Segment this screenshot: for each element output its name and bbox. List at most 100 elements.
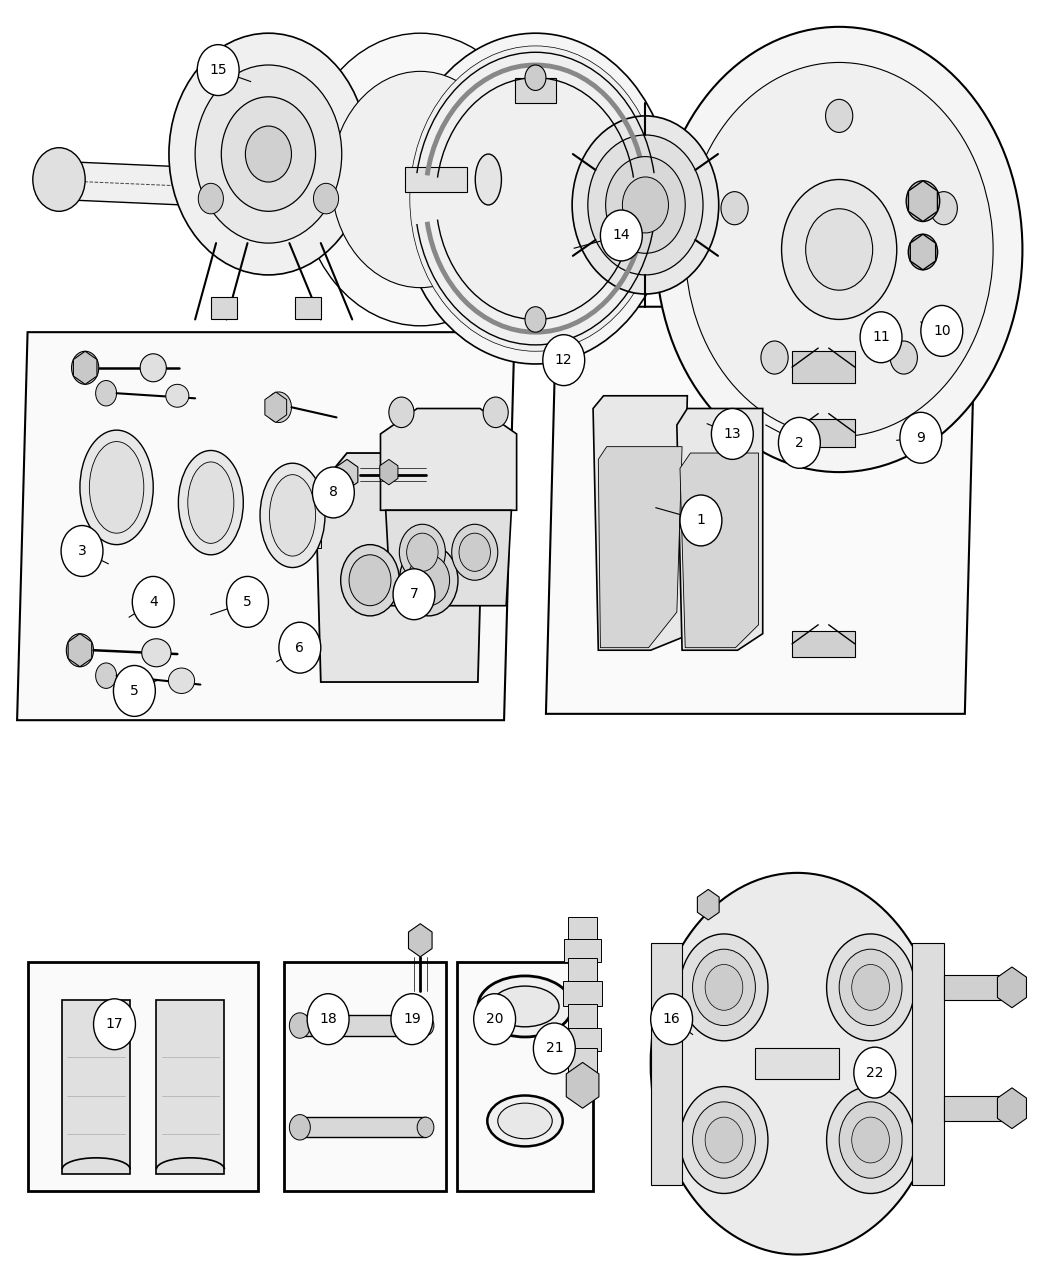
Text: 7: 7 bbox=[410, 588, 418, 602]
Ellipse shape bbox=[142, 639, 171, 667]
Circle shape bbox=[906, 181, 940, 222]
Bar bbox=[211, 297, 237, 320]
Bar bbox=[295, 297, 321, 320]
Circle shape bbox=[930, 191, 958, 224]
Circle shape bbox=[349, 555, 391, 606]
Text: 21: 21 bbox=[546, 1042, 563, 1056]
Ellipse shape bbox=[188, 462, 234, 543]
Circle shape bbox=[198, 184, 224, 214]
Circle shape bbox=[680, 495, 722, 546]
Bar bbox=[651, 942, 682, 1184]
Circle shape bbox=[908, 235, 938, 270]
Bar bbox=[944, 1095, 1012, 1121]
Ellipse shape bbox=[33, 148, 85, 212]
Circle shape bbox=[623, 177, 669, 233]
Circle shape bbox=[693, 1102, 755, 1178]
Text: 22: 22 bbox=[866, 1066, 883, 1080]
Circle shape bbox=[195, 65, 341, 244]
Text: 16: 16 bbox=[663, 1012, 680, 1026]
Text: 3: 3 bbox=[78, 544, 86, 558]
Bar bbox=[300, 1117, 425, 1137]
Circle shape bbox=[71, 351, 99, 384]
Circle shape bbox=[474, 993, 516, 1044]
Bar bbox=[404, 167, 467, 193]
Text: 15: 15 bbox=[209, 62, 227, 76]
Circle shape bbox=[706, 1117, 742, 1163]
Polygon shape bbox=[677, 408, 762, 650]
Circle shape bbox=[314, 184, 338, 214]
Circle shape bbox=[391, 993, 433, 1044]
Bar bbox=[792, 418, 855, 446]
Circle shape bbox=[525, 65, 546, 91]
Circle shape bbox=[399, 524, 445, 580]
Circle shape bbox=[331, 71, 509, 288]
Circle shape bbox=[680, 1086, 768, 1193]
Circle shape bbox=[313, 467, 354, 518]
Circle shape bbox=[227, 576, 269, 627]
Circle shape bbox=[852, 964, 889, 1010]
Ellipse shape bbox=[166, 384, 189, 407]
Bar bbox=[568, 1003, 597, 1029]
Circle shape bbox=[839, 1102, 902, 1178]
Ellipse shape bbox=[651, 873, 944, 1255]
Text: 10: 10 bbox=[933, 324, 950, 338]
Circle shape bbox=[388, 397, 414, 427]
Circle shape bbox=[279, 622, 321, 673]
Circle shape bbox=[61, 525, 103, 576]
Text: 4: 4 bbox=[149, 595, 158, 609]
Circle shape bbox=[96, 663, 117, 688]
Polygon shape bbox=[62, 1000, 130, 1174]
Circle shape bbox=[66, 634, 93, 667]
Circle shape bbox=[900, 412, 942, 463]
Circle shape bbox=[113, 666, 155, 717]
Bar bbox=[792, 631, 855, 657]
Bar bbox=[568, 1048, 597, 1076]
Circle shape bbox=[781, 180, 897, 320]
Circle shape bbox=[222, 97, 316, 212]
Text: 19: 19 bbox=[403, 1012, 421, 1026]
Circle shape bbox=[860, 312, 902, 362]
Bar bbox=[564, 1028, 602, 1051]
Circle shape bbox=[459, 533, 490, 571]
Circle shape bbox=[712, 408, 753, 459]
Circle shape bbox=[921, 306, 963, 356]
Circle shape bbox=[601, 210, 643, 261]
Polygon shape bbox=[17, 333, 514, 720]
Circle shape bbox=[300, 33, 541, 326]
Bar bbox=[564, 938, 602, 961]
Text: 20: 20 bbox=[486, 1012, 503, 1026]
Bar bbox=[478, 510, 493, 548]
Circle shape bbox=[132, 576, 174, 627]
Circle shape bbox=[417, 1117, 434, 1137]
Circle shape bbox=[525, 307, 546, 333]
Ellipse shape bbox=[270, 474, 316, 556]
Circle shape bbox=[721, 191, 749, 224]
Circle shape bbox=[533, 1023, 575, 1074]
Polygon shape bbox=[380, 408, 517, 510]
Circle shape bbox=[290, 1114, 311, 1140]
Circle shape bbox=[651, 993, 693, 1044]
Circle shape bbox=[588, 135, 704, 275]
Bar bbox=[306, 510, 321, 548]
Ellipse shape bbox=[178, 450, 244, 555]
Circle shape bbox=[572, 116, 719, 295]
Circle shape bbox=[417, 1015, 434, 1035]
Bar bbox=[457, 961, 593, 1191]
Bar bbox=[514, 78, 556, 103]
Polygon shape bbox=[385, 510, 511, 606]
Circle shape bbox=[606, 157, 686, 254]
Circle shape bbox=[839, 949, 902, 1025]
Polygon shape bbox=[598, 446, 683, 648]
Circle shape bbox=[761, 340, 789, 374]
Circle shape bbox=[410, 46, 662, 351]
Circle shape bbox=[890, 340, 918, 374]
Circle shape bbox=[543, 335, 585, 385]
Circle shape bbox=[340, 544, 399, 616]
Text: 6: 6 bbox=[295, 640, 304, 654]
Bar bbox=[912, 942, 944, 1184]
Circle shape bbox=[406, 533, 438, 571]
Circle shape bbox=[483, 397, 508, 427]
Circle shape bbox=[778, 417, 820, 468]
Polygon shape bbox=[593, 395, 688, 650]
Polygon shape bbox=[316, 453, 483, 682]
